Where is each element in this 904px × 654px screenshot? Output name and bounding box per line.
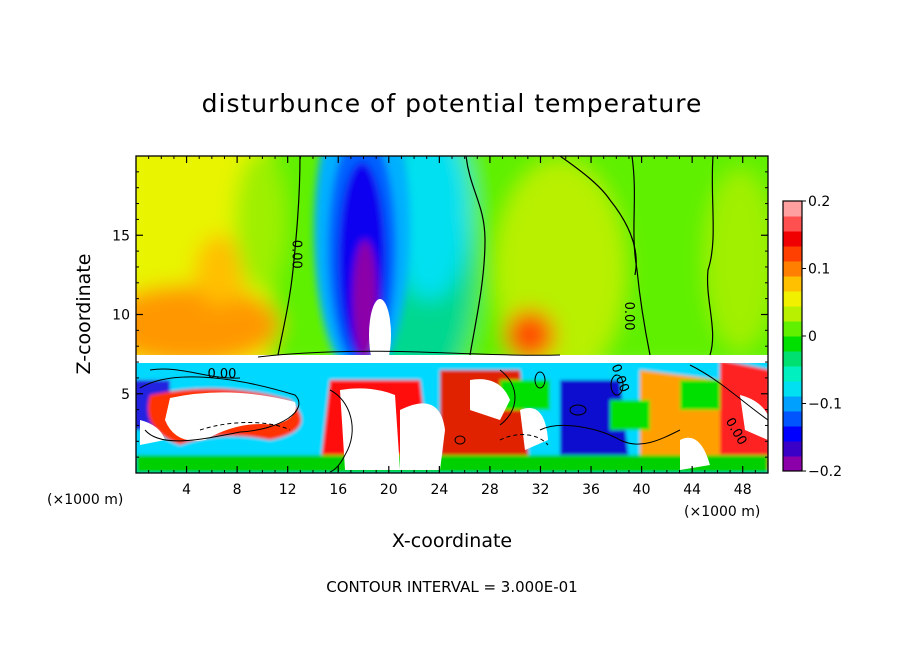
x-axis-ticks: 4 8 12 16 20 24 28 32 36 40 44 48	[148, 156, 756, 498]
contour-loop-a	[534, 371, 546, 389]
heatmap-field	[136, 156, 768, 473]
contour-lower-c	[329, 389, 353, 473]
plume-core	[369, 299, 391, 371]
contour-zero-far-right	[706, 156, 714, 356]
x-tick-label: 28	[481, 482, 499, 498]
colorbar-segment	[783, 396, 802, 412]
colorbar-segment	[783, 321, 802, 337]
y-tick-label: 15	[112, 228, 130, 244]
y-tick-label: 5	[121, 387, 130, 403]
contour-lower-e	[539, 424, 681, 445]
contour-interval-note: CONTOUR INTERVAL = 3.000E-01	[326, 578, 577, 596]
x-tick-label: 16	[329, 482, 347, 498]
x-tick-label: 20	[380, 482, 398, 498]
contour-lower-f	[689, 364, 768, 421]
colorbar-tick-label: −0.1	[808, 397, 842, 413]
colorbar-segment	[783, 426, 802, 442]
x-tick-label: 32	[532, 482, 550, 498]
colorbar-segment	[783, 456, 802, 472]
contour-lower-d	[499, 369, 516, 426]
chart-title: disturbunce of potential temperature	[202, 89, 703, 118]
colorbar-tick-label: 0.1	[808, 262, 830, 278]
contour-loop-d	[454, 435, 466, 445]
colorbar-segment	[783, 411, 802, 427]
x-axis-label: X-coordinate	[392, 530, 512, 552]
colorbar-segment	[783, 381, 802, 397]
contour-label: 0.00	[207, 367, 236, 382]
x-tick-label: 44	[683, 482, 701, 498]
contour-lines	[139, 156, 768, 473]
contour-inversion	[257, 350, 561, 358]
contour-label: 0.00	[621, 302, 636, 331]
x-tick-label: 4	[182, 482, 191, 498]
colorbar-segment	[783, 261, 802, 277]
x-tick-label: 40	[633, 482, 651, 498]
colorbar-segment	[783, 336, 802, 352]
colorbar-segment	[783, 306, 802, 322]
colorbar-segment	[783, 216, 802, 232]
y-axis-ticks: 5 10 15	[112, 171, 768, 458]
colorbar-segment	[783, 351, 802, 367]
colorbar-segment	[783, 201, 802, 217]
x-tick-label: 24	[430, 482, 448, 498]
contour-loop-c	[569, 404, 587, 416]
x-tick-label: 48	[734, 482, 752, 498]
contour-zero-left	[277, 156, 301, 356]
contour-lower-b	[149, 368, 241, 379]
x-unit-left: (×1000 m)	[47, 492, 123, 508]
colorbar-segment	[783, 276, 802, 292]
colorbar-tick-label: 0	[808, 329, 817, 345]
x-tick-label: 12	[279, 482, 297, 498]
contour-labels: 0.000.000.00 0.000.00	[207, 240, 749, 448]
contour-zero-right-b	[559, 156, 637, 276]
x-unit-right: (×1000 m)	[684, 504, 760, 520]
colorbar-tick-label: 0.2	[808, 194, 830, 210]
x-tick-label: 8	[233, 482, 242, 498]
contour-lower-a	[139, 376, 300, 442]
colorbar-segment	[783, 441, 802, 457]
colorbar-segment	[783, 231, 802, 247]
contour-lower-dashed-b	[499, 434, 549, 446]
contour-loop-b	[610, 374, 624, 396]
contour-zero-center	[465, 156, 486, 356]
contour-label: 0.00	[289, 240, 304, 269]
x-tick-label: 36	[582, 482, 600, 498]
colorbar-segment	[783, 291, 802, 307]
contour-lower-dashed	[199, 422, 291, 431]
cold-plume	[314, 156, 410, 380]
colorbar-segment	[783, 246, 802, 262]
saturated-patches	[140, 379, 768, 470]
y-tick-label: 10	[112, 308, 130, 324]
y-axis-label: Z-coordinate	[73, 254, 95, 375]
colorbar-tick-label: −0.2	[808, 464, 842, 480]
colorbar-segment	[783, 366, 802, 382]
inversion-band	[136, 355, 768, 363]
colorbar: 0.2 0.1 0 −0.1 −0.2	[782, 194, 842, 480]
contour-zero-right-a	[631, 156, 651, 356]
